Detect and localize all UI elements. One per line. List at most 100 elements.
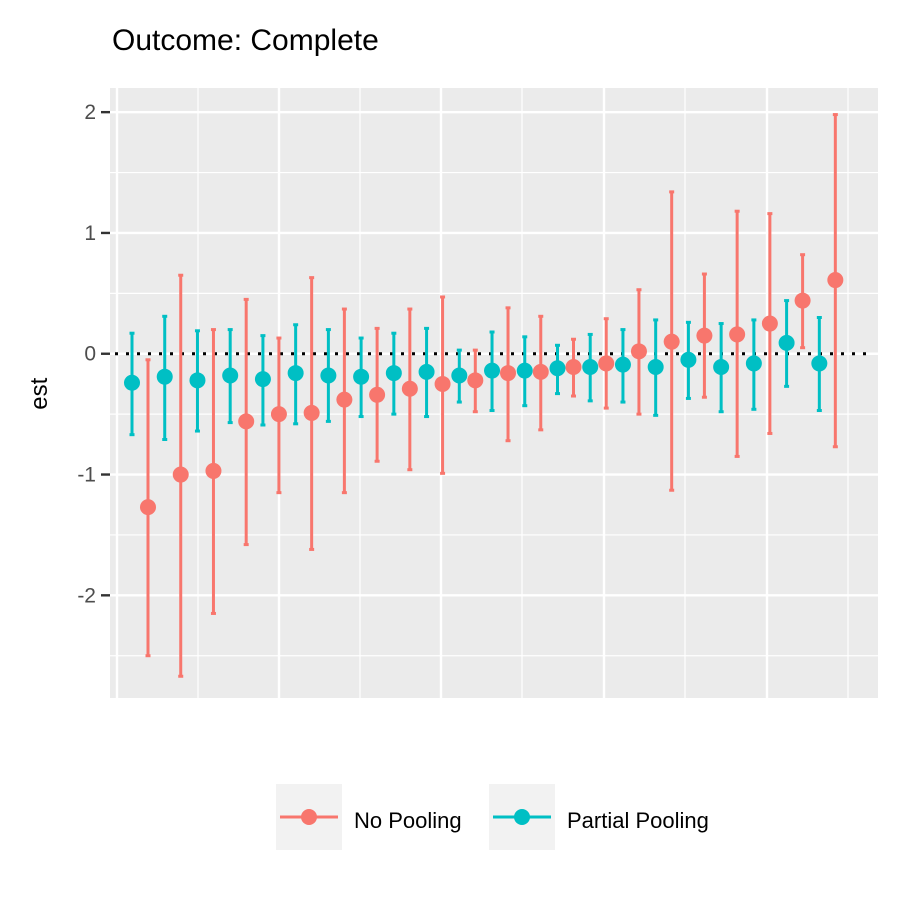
no-pooling-point xyxy=(172,466,189,483)
no-pooling-point xyxy=(336,391,353,408)
no-pooling-point xyxy=(598,355,615,372)
partial-pooling-point xyxy=(254,371,271,388)
partial-pooling-point-group xyxy=(222,328,239,425)
no-pooling-point xyxy=(140,499,156,516)
partial-pooling-point-group xyxy=(124,331,140,437)
no-pooling-point xyxy=(532,363,549,380)
partial-pooling-point-group xyxy=(484,330,501,413)
no-pooling-point-group xyxy=(761,212,778,435)
chart-title: Outcome: Complete xyxy=(112,24,379,57)
no-pooling-point-group xyxy=(336,307,353,495)
plot-panel xyxy=(110,88,878,698)
legend-label-partial-pooling: Partial Pooling xyxy=(567,808,709,833)
legend-key-no-pooling xyxy=(276,784,342,850)
no-pooling-point xyxy=(794,292,811,309)
partial-pooling-point xyxy=(124,374,140,391)
partial-pooling-point-group xyxy=(549,343,566,396)
partial-pooling-point xyxy=(418,363,435,380)
partial-pooling-point xyxy=(745,355,762,372)
no-pooling-point-group xyxy=(369,326,386,463)
no-pooling-point-group xyxy=(205,328,222,615)
no-pooling-point xyxy=(270,406,287,423)
partial-pooling-point-group xyxy=(451,348,468,404)
no-pooling-point-group xyxy=(663,190,680,492)
no-pooling-point xyxy=(729,326,746,343)
partial-pooling-point-group xyxy=(582,332,599,403)
partial-pooling-point xyxy=(549,360,566,377)
partial-pooling-point xyxy=(516,362,533,379)
partial-pooling-point-group xyxy=(189,329,206,433)
no-pooling-point-group xyxy=(303,276,320,551)
legend-key-point xyxy=(301,809,317,825)
no-pooling-point-group xyxy=(401,307,418,472)
no-pooling-point xyxy=(565,359,582,376)
no-pooling-point-group xyxy=(630,288,647,416)
legend-key-point xyxy=(514,809,530,825)
partial-pooling-point-group xyxy=(156,314,173,442)
partial-pooling-point-group xyxy=(680,320,697,400)
legend: No Pooling Partial Pooling xyxy=(276,784,709,850)
no-pooling-point xyxy=(500,365,517,382)
partial-pooling-point-group xyxy=(353,336,370,419)
no-pooling-point-group xyxy=(467,348,484,414)
no-pooling-point xyxy=(467,372,484,389)
partial-pooling-point-group xyxy=(418,326,435,419)
partial-pooling-point-group xyxy=(647,318,664,417)
no-pooling-point xyxy=(401,380,418,397)
partial-pooling-point xyxy=(614,356,631,373)
no-pooling-point-group xyxy=(500,306,517,443)
partial-pooling-point xyxy=(320,367,337,384)
no-pooling-point xyxy=(663,333,680,350)
no-pooling-point xyxy=(238,413,255,430)
no-pooling-point-group xyxy=(794,253,811,350)
partial-pooling-point-group xyxy=(713,322,730,414)
partial-pooling-point xyxy=(451,367,468,384)
no-pooling-point xyxy=(696,327,713,344)
no-pooling-point xyxy=(369,386,386,403)
y-tick-label: 1 xyxy=(84,222,96,245)
y-tick-label: -2 xyxy=(77,584,96,607)
partial-pooling-point xyxy=(713,359,730,376)
no-pooling-point xyxy=(303,404,320,421)
y-tick-label: 0 xyxy=(84,343,96,366)
no-pooling-point-group xyxy=(172,273,189,678)
no-pooling-point-group xyxy=(729,209,746,458)
no-pooling-point xyxy=(630,343,647,360)
partial-pooling-point-group xyxy=(320,328,337,423)
y-tick-label: -1 xyxy=(77,464,96,487)
y-axis-title: est xyxy=(26,377,53,409)
partial-pooling-point-group xyxy=(778,299,795,388)
partial-pooling-point-group xyxy=(287,323,304,426)
no-pooling-point-group xyxy=(696,272,713,399)
partial-pooling-point xyxy=(385,365,402,382)
no-pooling-point xyxy=(761,315,778,332)
partial-pooling-point xyxy=(287,365,304,382)
partial-pooling-point xyxy=(582,359,599,376)
partial-pooling-point xyxy=(156,368,173,385)
data-marks xyxy=(124,113,844,678)
no-pooling-point-group xyxy=(270,336,287,495)
partial-pooling-point xyxy=(778,334,795,351)
partial-pooling-point-group xyxy=(745,318,762,411)
no-pooling-point-group xyxy=(434,295,451,475)
partial-pooling-point-group xyxy=(614,328,631,404)
partial-pooling-point xyxy=(484,362,501,379)
no-pooling-point-group xyxy=(532,314,549,432)
no-pooling-point-group xyxy=(598,317,615,410)
partial-pooling-point xyxy=(353,368,370,385)
no-pooling-point xyxy=(827,272,844,289)
no-pooling-point-group xyxy=(827,113,844,449)
no-pooling-point xyxy=(434,375,451,392)
partial-pooling-point xyxy=(189,372,206,389)
y-axis: -2 -1 0 1 2 xyxy=(77,101,110,607)
legend-label-no-pooling: No Pooling xyxy=(354,808,462,833)
no-pooling-point-group xyxy=(565,337,582,398)
partial-pooling-point-group xyxy=(385,331,402,416)
partial-pooling-point xyxy=(680,351,697,368)
partial-pooling-point xyxy=(647,359,664,376)
partial-pooling-point-group xyxy=(516,335,533,408)
no-pooling-point xyxy=(205,462,222,479)
y-tick-label: 2 xyxy=(84,101,96,124)
partial-pooling-point-group xyxy=(254,334,271,427)
